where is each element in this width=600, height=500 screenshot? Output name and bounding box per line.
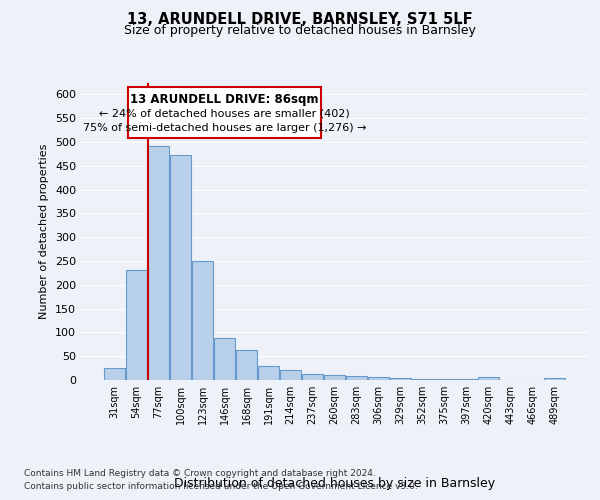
Bar	[412, 379, 433, 380]
Text: Contains public sector information licensed under the Open Government Licence v3: Contains public sector information licen…	[24, 482, 418, 491]
X-axis label: Distribution of detached houses by size in Barnsley: Distribution of detached houses by size …	[174, 477, 495, 490]
Text: 75% of semi-detached houses are larger (1,276) →: 75% of semi-detached houses are larger (…	[83, 123, 366, 133]
Bar	[434, 379, 455, 380]
Bar	[192, 262, 213, 380]
Bar	[170, 156, 191, 380]
Text: 13, ARUNDELL DRIVE, BARNSLEY, S71 5LF: 13, ARUNDELL DRIVE, BARNSLEY, S71 5LF	[127, 12, 473, 28]
Bar	[302, 374, 323, 380]
Y-axis label: Number of detached properties: Number of detached properties	[40, 144, 49, 319]
Bar	[390, 378, 411, 380]
Text: Size of property relative to detached houses in Barnsley: Size of property relative to detached ho…	[124, 24, 476, 37]
Bar	[214, 338, 235, 380]
Bar	[478, 377, 499, 380]
Bar	[126, 270, 147, 380]
Bar	[148, 146, 169, 380]
Text: ← 24% of detached houses are smaller (402): ← 24% of detached houses are smaller (40…	[99, 108, 350, 118]
Bar	[544, 378, 565, 380]
Bar	[236, 350, 257, 380]
Text: 13 ARUNDELL DRIVE: 86sqm: 13 ARUNDELL DRIVE: 86sqm	[130, 94, 319, 106]
Bar	[346, 376, 367, 380]
Bar	[280, 370, 301, 380]
Bar	[324, 375, 345, 380]
Text: Contains HM Land Registry data © Crown copyright and database right 2024.: Contains HM Land Registry data © Crown c…	[24, 468, 376, 477]
Bar	[456, 379, 477, 380]
Bar	[258, 366, 279, 380]
Bar	[368, 376, 389, 380]
FancyBboxPatch shape	[128, 88, 321, 138]
Bar	[104, 368, 125, 380]
